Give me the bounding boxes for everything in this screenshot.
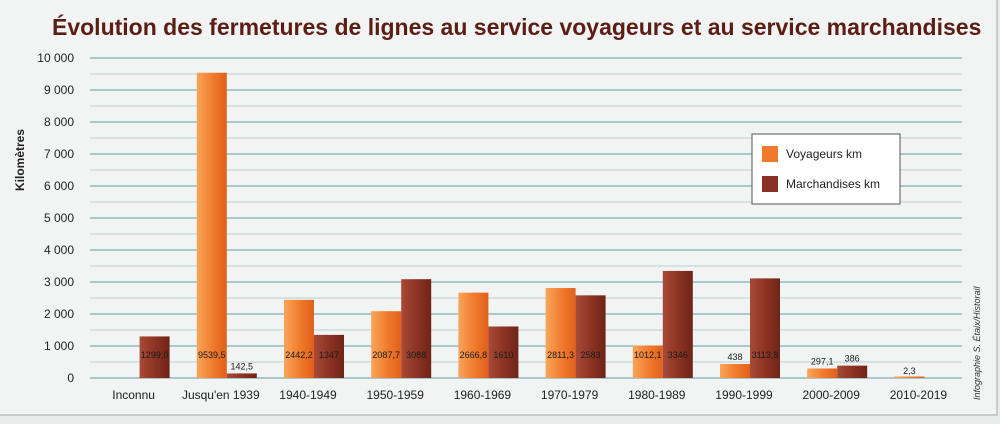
data-label: 3113,8 <box>752 350 779 360</box>
bar-marchandises <box>488 326 519 378</box>
data-label: 2811,3 <box>547 350 574 360</box>
y-tick-label: 3 000 <box>44 275 74 289</box>
y-axis-label: Kilomètres <box>13 129 27 191</box>
x-tick-label: 1970-1979 <box>541 388 599 402</box>
data-label: 297,1 <box>811 356 834 366</box>
y-tick-label: 6 000 <box>44 179 74 193</box>
bar-marchandises <box>226 373 257 378</box>
x-tick-label: 2000-2009 <box>803 388 861 402</box>
y-tick-label: 7 000 <box>44 147 74 161</box>
data-label: 2583 <box>581 350 601 360</box>
bar-marchandises <box>139 336 170 378</box>
data-label: 386 <box>845 354 860 364</box>
x-tick-label: 1990-1999 <box>715 388 773 402</box>
bar-voyageurs <box>458 292 489 378</box>
bar-voyageurs <box>720 363 750 378</box>
data-label: 1299,0 <box>141 350 169 360</box>
x-tick-label: 1940-1949 <box>279 388 337 402</box>
bar-voyageurs <box>196 72 227 379</box>
x-tick-label: Jusqu'en 1939 <box>182 388 260 402</box>
data-label: 1610 <box>493 350 513 360</box>
y-tick-label: 1 000 <box>44 339 74 353</box>
legend-swatch <box>762 146 778 162</box>
y-tick-label: 10 000 <box>37 51 74 65</box>
data-label: 2087,7 <box>372 350 400 360</box>
data-label: 2442,2 <box>285 350 313 360</box>
data-label: 9539,5 <box>198 350 226 360</box>
bar-voyageurs <box>545 288 576 378</box>
x-tick-label: Inconnu <box>112 388 155 402</box>
bar-voyageurs <box>284 299 314 378</box>
legend-label: Voyageurs km <box>786 147 862 161</box>
data-label: 1012,1 <box>634 350 662 360</box>
bar-marchandises <box>575 295 606 378</box>
y-tick-label: 0 <box>67 371 74 385</box>
bar-marchandises <box>750 278 780 378</box>
bar-voyageurs <box>371 311 402 378</box>
x-tick-label: 1950-1959 <box>367 388 425 402</box>
bar-marchandises <box>401 279 432 378</box>
legend-swatch <box>762 176 778 192</box>
legend-label: Marchandises km <box>786 177 880 191</box>
y-tick-label: 8 000 <box>44 115 74 129</box>
x-tick-label: 1960-1969 <box>454 388 512 402</box>
y-tick-label: 2 000 <box>44 307 74 321</box>
data-label: 438 <box>727 352 742 362</box>
x-tick-label: 1980-1989 <box>628 388 686 402</box>
y-tick-label: 9 000 <box>44 83 74 97</box>
data-label: 1347 <box>319 350 339 360</box>
data-label: 142,5 <box>231 361 254 371</box>
bar-marchandises <box>837 365 868 378</box>
data-label: 2,3 <box>903 366 916 376</box>
bar-voyageurs <box>632 345 663 378</box>
x-tick-label: 2010-2019 <box>890 388 948 402</box>
legend-box <box>751 133 901 205</box>
chart-title: Évolution des fermetures de lignes au se… <box>52 14 982 40</box>
y-tick-label: 4 000 <box>44 243 74 257</box>
bar-voyageurs <box>807 368 838 378</box>
y-tick-label: 5 000 <box>44 211 74 225</box>
data-label: 3088 <box>406 350 426 360</box>
bar-voyageurs <box>894 376 925 378</box>
bar-marchandises <box>314 334 344 378</box>
bar-marchandises <box>662 270 693 378</box>
data-label: 2666,8 <box>460 350 488 360</box>
data-label: 3346 <box>668 350 688 360</box>
